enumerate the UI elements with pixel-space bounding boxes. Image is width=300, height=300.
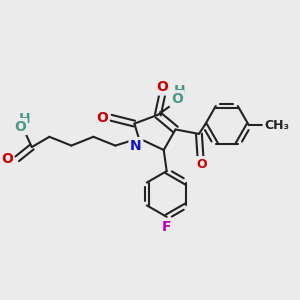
Text: O: O: [1, 152, 13, 166]
Text: O: O: [14, 119, 26, 134]
Text: CH₃: CH₃: [264, 118, 289, 132]
Text: F: F: [162, 220, 171, 234]
Text: O: O: [196, 158, 207, 171]
Text: O: O: [171, 92, 183, 106]
Text: N: N: [130, 139, 142, 153]
Text: O: O: [96, 111, 108, 125]
Text: H: H: [174, 84, 186, 98]
Text: H: H: [19, 112, 30, 126]
Text: O: O: [156, 80, 168, 94]
